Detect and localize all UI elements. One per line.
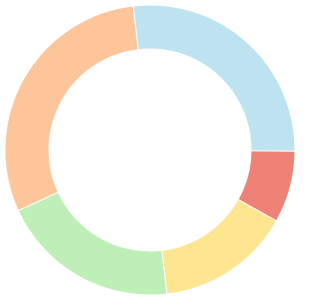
chart xyxy=(4,4,296,296)
donut-segment xyxy=(4,5,139,212)
donut-segment xyxy=(161,198,278,295)
page: {"chart_data": {"type": "doughnut", "val… xyxy=(4,4,296,296)
donut-segment xyxy=(17,191,168,296)
donut-segment xyxy=(132,4,296,152)
